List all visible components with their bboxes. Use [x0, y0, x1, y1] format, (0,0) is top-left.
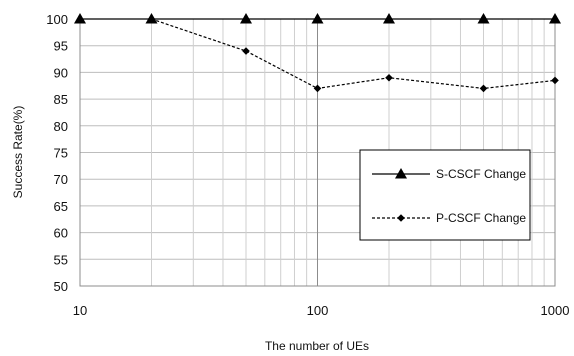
y-tick-label: 55 — [54, 252, 68, 267]
y-tick-label: 60 — [54, 226, 68, 241]
y-tick-label: 90 — [54, 65, 68, 80]
data-point — [382, 13, 395, 24]
legend: S-CSCF Change P-CSCF Change — [359, 149, 531, 241]
x-axis-title: The number of UEs — [265, 339, 369, 353]
data-point — [240, 13, 253, 24]
data-point — [549, 13, 561, 24]
data-point — [551, 76, 559, 85]
y-tick-label: 50 — [54, 279, 68, 294]
y-tick-label: 70 — [54, 172, 68, 187]
legend-marker — [397, 214, 405, 222]
series-line — [151, 18, 556, 90]
series-0 — [74, 13, 561, 24]
legend-marker — [395, 168, 407, 179]
legend-label: P-CSCF Change — [436, 211, 526, 225]
data-point — [74, 13, 86, 24]
y-axis-title: Success Rate(%) — [11, 106, 25, 199]
y-tick-label: 75 — [54, 146, 68, 161]
y-tick-label: 80 — [54, 119, 68, 134]
data-point — [311, 13, 324, 24]
series-layer — [74, 13, 561, 93]
x-tick-label: 10 — [73, 303, 87, 318]
tick-labels: 50 55 60 65 70 75 80 85 90 95 100 10 100 1000 — [46, 12, 569, 318]
x-tick-label: 1000 — [541, 303, 570, 318]
y-tick-label: 100 — [46, 12, 68, 27]
y-tick-label: 65 — [54, 199, 68, 214]
data-point — [313, 84, 322, 93]
data-point — [477, 13, 490, 24]
data-point — [385, 73, 393, 82]
x-tick-label: 100 — [307, 303, 329, 318]
legend-box — [359, 149, 531, 241]
data-point — [242, 47, 250, 55]
y-tick-label: 95 — [54, 39, 68, 54]
series-1 — [147, 15, 559, 93]
data-point — [479, 84, 488, 93]
legend-label: S-CSCF Change — [436, 167, 526, 181]
data-point — [147, 15, 156, 23]
y-tick-label: 85 — [54, 92, 68, 107]
